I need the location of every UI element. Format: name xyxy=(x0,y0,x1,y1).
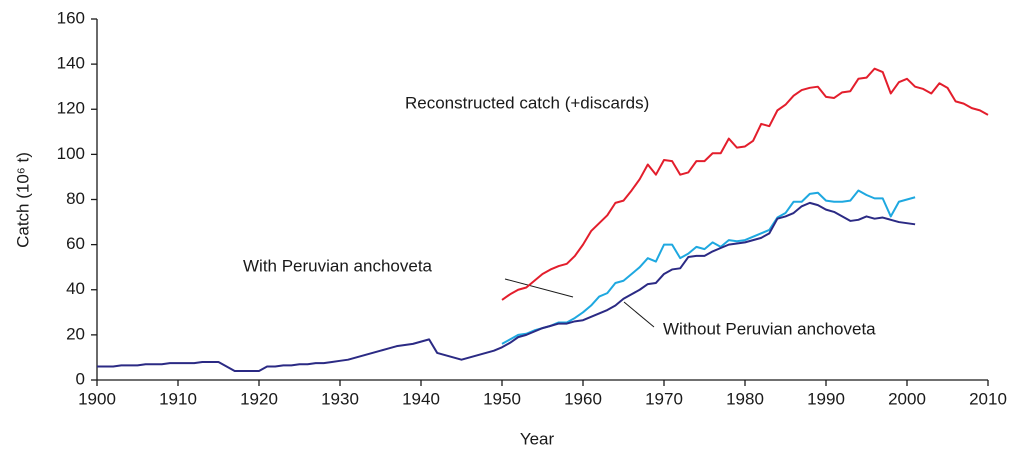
series-label: With Peruvian anchoveta xyxy=(243,256,433,275)
series-line xyxy=(97,201,916,372)
x-tick-label: 1960 xyxy=(564,389,602,408)
x-tick-label: 1990 xyxy=(807,389,845,408)
x-tick-label: 1930 xyxy=(321,389,359,408)
y-axis-title: Catch (10⁶ t) xyxy=(13,152,32,248)
y-tick-label: 60 xyxy=(66,234,85,253)
y-tick-label: 140 xyxy=(57,54,85,73)
x-tick-label: 2010 xyxy=(969,389,1007,408)
x-tick-label: 1900 xyxy=(78,389,116,408)
series-label: Without Peruvian anchoveta xyxy=(663,319,876,338)
y-tick-label: 20 xyxy=(66,324,85,343)
x-tick-label: 1910 xyxy=(159,389,197,408)
series-line xyxy=(501,189,916,345)
series-label: Reconstructed catch (+discards) xyxy=(405,93,649,112)
leader-line xyxy=(623,301,655,328)
y-tick-label: 120 xyxy=(57,99,85,118)
x-tick-label: 1950 xyxy=(483,389,521,408)
x-tick-label: 1940 xyxy=(402,389,440,408)
x-tick-label: 1970 xyxy=(645,389,683,408)
x-tick-label: 1980 xyxy=(726,389,764,408)
x-tick-label: 2000 xyxy=(888,389,926,408)
x-axis-title: Year xyxy=(520,429,555,448)
y-tick-label: 40 xyxy=(66,279,85,298)
y-tick-label: 0 xyxy=(76,369,85,388)
y-tick-label: 160 xyxy=(57,8,85,27)
y-tick-label: 80 xyxy=(66,189,85,208)
series-line xyxy=(501,67,989,301)
y-tick-label: 100 xyxy=(57,144,85,163)
leader-line xyxy=(504,278,574,298)
x-tick-label: 1920 xyxy=(240,389,278,408)
